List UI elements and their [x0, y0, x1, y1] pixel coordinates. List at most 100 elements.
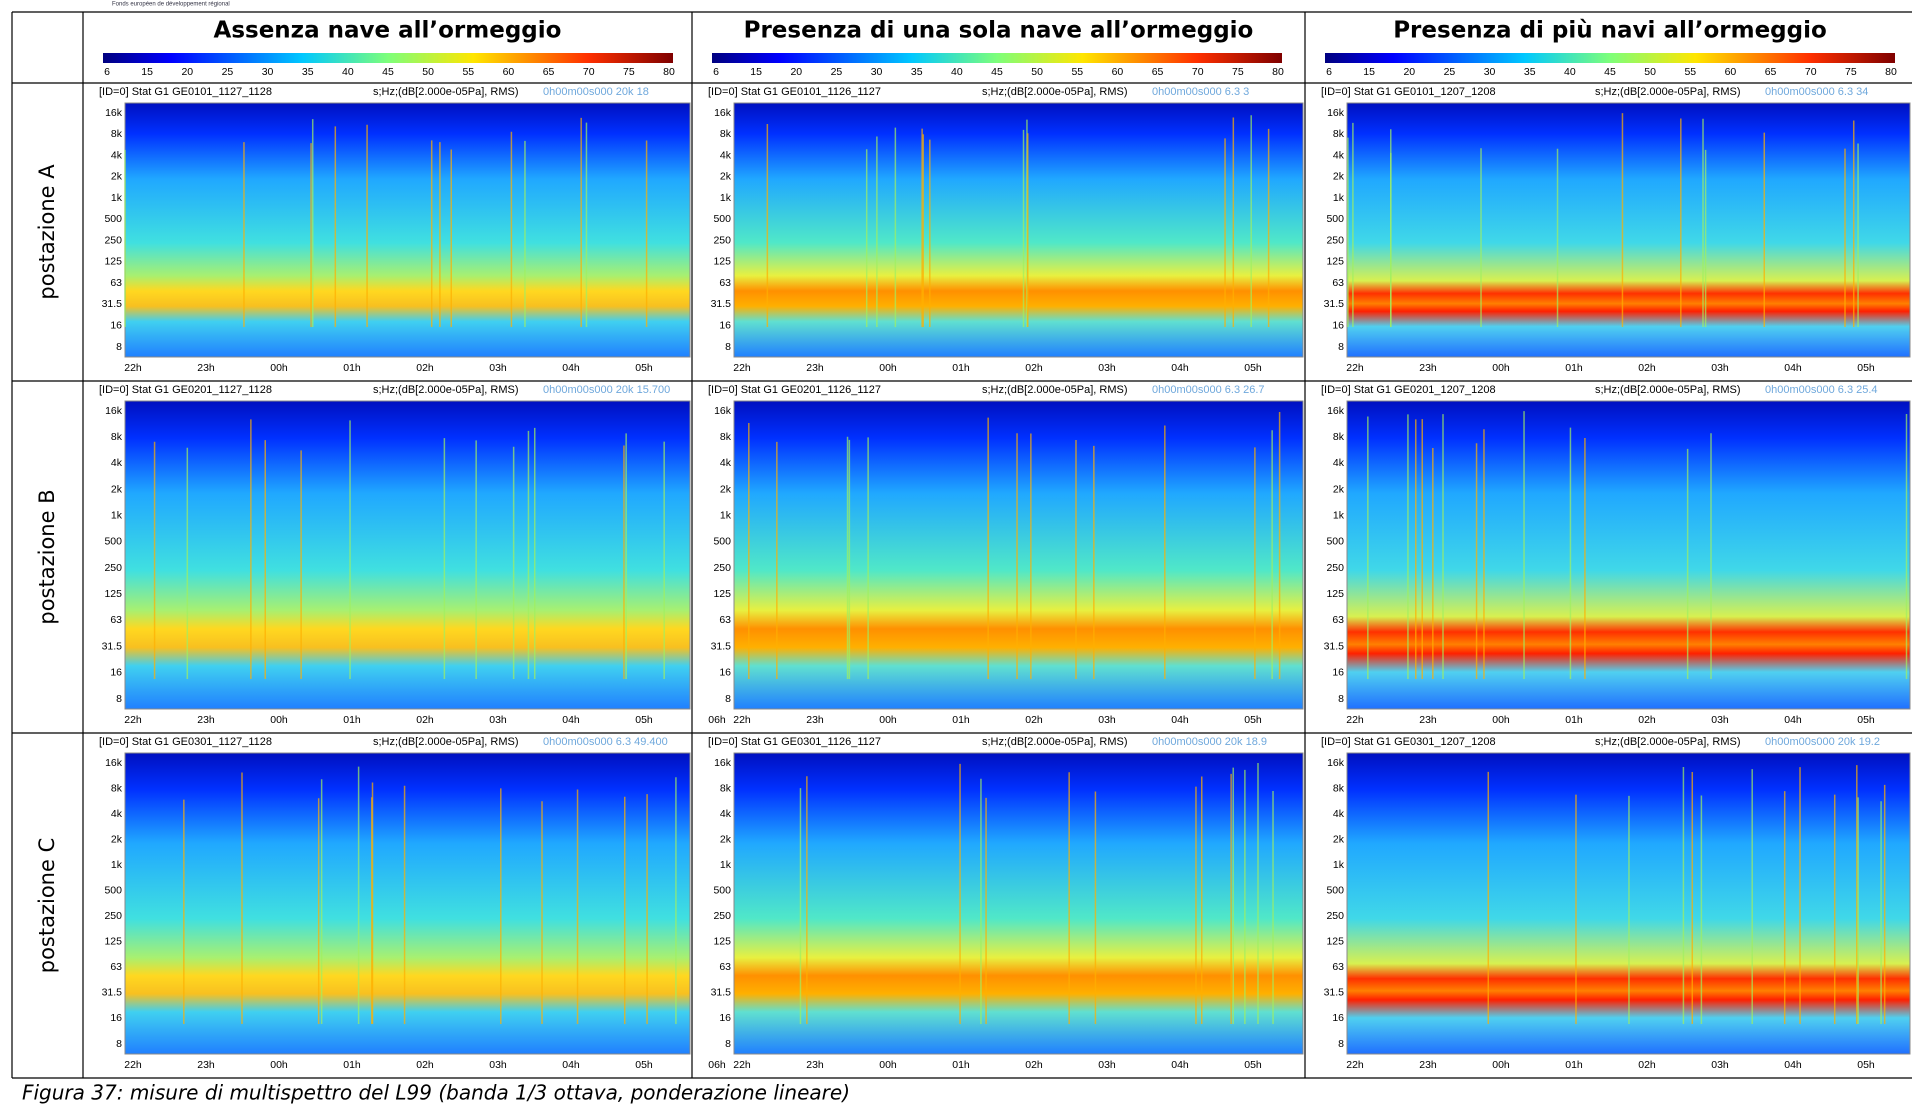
freq-label: 4k: [1333, 457, 1345, 469]
freq-label: 4k: [111, 457, 123, 469]
time-label: 04h: [1171, 1059, 1189, 1071]
colorbar-tick: 80: [1885, 66, 1897, 78]
colorbar-tick: 20: [790, 66, 802, 78]
freq-label: 125: [1326, 256, 1344, 268]
freq-label: 125: [713, 936, 731, 948]
freq-label: 2k: [720, 483, 732, 495]
time-label: 04h: [1784, 714, 1802, 726]
panel-id: [ID=0] Stat G1 GE0101_1127_1128: [99, 86, 272, 98]
time-label: 02h: [416, 714, 434, 726]
panel-id: [ID=0] Stat G1 GE0201_1127_1128: [99, 384, 272, 396]
panel-units: s;Hz;(dB[2.000e-05Pa], RMS): [982, 384, 1128, 396]
freq-label: 16k: [105, 405, 123, 417]
freq-label: 1k: [1333, 192, 1345, 204]
freq-label: 8: [116, 1038, 122, 1050]
freq-label: 63: [110, 277, 122, 289]
colorbar-tick: 65: [543, 66, 555, 78]
colorbar-tick: 40: [1564, 66, 1576, 78]
panel-id: [ID=0] Stat G1 GE0201_1207_1208: [1321, 384, 1496, 396]
time-label: 00h: [270, 1059, 288, 1071]
time-label: 23h: [1419, 714, 1437, 726]
time-label: 02h: [1638, 362, 1656, 374]
time-label: 03h: [1711, 1059, 1729, 1071]
freq-label: 500: [1326, 885, 1344, 897]
colorbar: [103, 53, 673, 63]
colorbar-tick: 80: [1272, 66, 1284, 78]
time-label: 01h: [343, 362, 361, 374]
column-title: Assenza nave all’ormeggio: [214, 18, 562, 44]
freq-label: 8: [116, 341, 122, 353]
row-label: postazione C: [35, 838, 59, 974]
time-label: 04h: [1784, 362, 1802, 374]
colorbar-tick: 40: [951, 66, 963, 78]
colorbar-tick: 15: [750, 66, 762, 78]
panel-units: s;Hz;(dB[2.000e-05Pa], RMS): [373, 86, 519, 98]
row-label: postazione B: [35, 489, 59, 624]
time-label: 01h: [952, 714, 970, 726]
time-label: 05h: [635, 1059, 653, 1071]
freq-label: 125: [104, 588, 122, 600]
freq-label: 4k: [720, 457, 732, 469]
freq-label: 500: [713, 885, 731, 897]
colorbar-tick: 65: [1152, 66, 1164, 78]
panel-meta: 0h00m00s000 6.3 3: [1152, 86, 1249, 98]
freq-label: 2k: [1333, 483, 1345, 495]
freq-label: 1k: [1333, 510, 1345, 522]
freq-label: 63: [1332, 614, 1344, 626]
freq-label: 125: [1326, 588, 1344, 600]
freq-label: 250: [1326, 910, 1344, 922]
freq-label: 1k: [111, 510, 123, 522]
colorbar-tick: 20: [1403, 66, 1415, 78]
freq-label: 63: [719, 277, 731, 289]
freq-label: 250: [104, 910, 122, 922]
freq-label: 125: [104, 256, 122, 268]
freq-label: 125: [713, 588, 731, 600]
freq-label: 8k: [720, 782, 732, 794]
freq-label: 250: [104, 562, 122, 574]
freq-label: 4k: [111, 808, 123, 820]
time-label: 22h: [1346, 362, 1364, 374]
freq-label: 16k: [1327, 107, 1345, 119]
panel-meta: 0h00m00s000 6.3 49.400: [543, 736, 668, 748]
freq-label: 500: [713, 536, 731, 548]
freq-label: 250: [1326, 234, 1344, 246]
time-label: 02h: [416, 1059, 434, 1071]
freq-label: 16: [1332, 320, 1344, 332]
time-label: 22h: [124, 714, 142, 726]
freq-label: 2k: [1333, 833, 1345, 845]
colorbar-tick: 70: [1192, 66, 1204, 78]
freq-label: 16k: [1327, 757, 1345, 769]
freq-label: 16k: [105, 757, 123, 769]
colorbar-tick: 35: [1524, 66, 1536, 78]
colorbar-tick: 6: [1326, 66, 1332, 78]
freq-label: 63: [719, 961, 731, 973]
freq-label: 2k: [720, 171, 732, 183]
freq-label: 31.5: [102, 987, 123, 999]
spectrogram: [1346, 102, 1911, 358]
colorbar-tick: 45: [1604, 66, 1616, 78]
time-label: 23h: [197, 714, 215, 726]
colorbar-tick: 25: [222, 66, 234, 78]
time-label: 03h: [1098, 714, 1116, 726]
panel-units: s;Hz;(dB[2.000e-05Pa], RMS): [1595, 86, 1741, 98]
colorbar-tick: 75: [1232, 66, 1244, 78]
colorbar-tick: 30: [1484, 66, 1496, 78]
panel-units: s;Hz;(dB[2.000e-05Pa], RMS): [1595, 384, 1741, 396]
time-label: 00h: [879, 362, 897, 374]
panel-meta: 0h00m00s000 20k 18.9: [1152, 736, 1267, 748]
spectrogram: [124, 400, 691, 710]
freq-label: 2k: [111, 833, 123, 845]
spectrogram: [733, 102, 1304, 358]
panel-units: s;Hz;(dB[2.000e-05Pa], RMS): [982, 86, 1128, 98]
time-label: 03h: [489, 1059, 507, 1071]
time-label: 01h: [1565, 362, 1583, 374]
colorbar-tick: 35: [911, 66, 923, 78]
freq-label: 8: [116, 693, 122, 705]
time-label: 03h: [1711, 362, 1729, 374]
freq-label: 16: [110, 1012, 122, 1024]
colorbar-tick: 50: [1031, 66, 1043, 78]
colorbar-tick: 30: [262, 66, 274, 78]
time-label: 23h: [806, 1059, 824, 1071]
freq-label: 16: [1332, 1012, 1344, 1024]
freq-label: 8k: [111, 128, 123, 140]
